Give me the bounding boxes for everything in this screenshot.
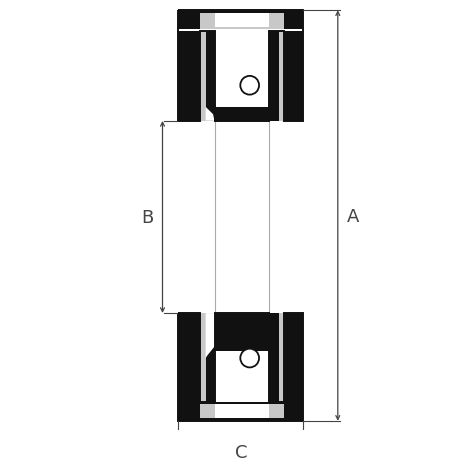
Text: A: A [347,207,359,225]
FancyBboxPatch shape [178,11,302,30]
Polygon shape [200,404,284,418]
Polygon shape [178,32,200,122]
Polygon shape [284,313,302,402]
Text: C: C [234,443,246,459]
Polygon shape [214,351,269,402]
Polygon shape [200,313,205,402]
Polygon shape [205,107,214,124]
Polygon shape [278,32,284,122]
Polygon shape [200,32,205,122]
Polygon shape [214,14,269,28]
Polygon shape [178,402,302,421]
Polygon shape [284,32,302,122]
Text: B: B [140,208,153,226]
Circle shape [240,77,258,95]
Polygon shape [214,32,269,107]
Polygon shape [178,313,200,402]
Polygon shape [200,14,284,30]
Polygon shape [205,32,278,122]
Polygon shape [205,313,278,402]
Polygon shape [214,404,269,418]
Circle shape [240,349,258,368]
Polygon shape [205,313,214,358]
Polygon shape [278,313,284,402]
